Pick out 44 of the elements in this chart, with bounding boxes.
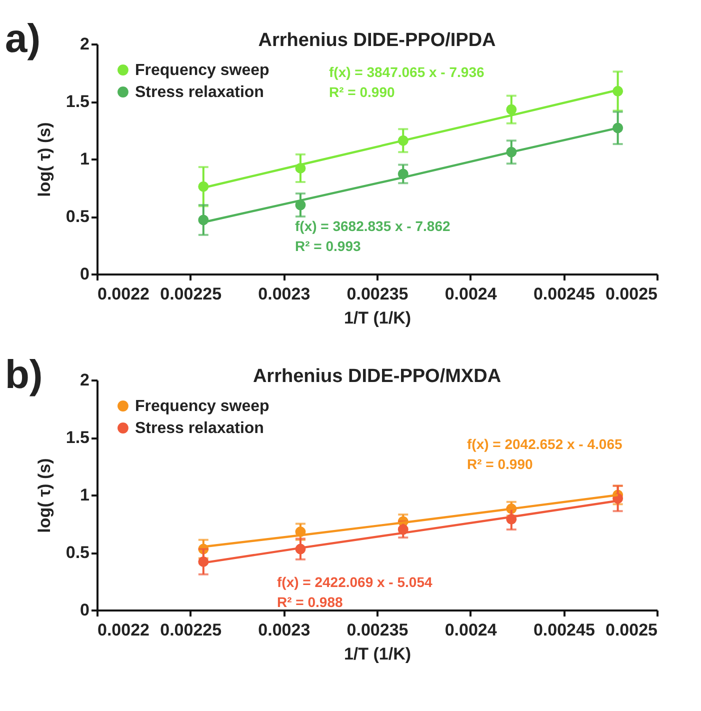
x-tick-label: 0.0024 [444, 620, 498, 640]
annotation: R² = 0.990 [329, 84, 395, 100]
x-tick-label: 0.0025 [606, 284, 658, 304]
annotation: R² = 0.988 [277, 594, 343, 610]
x-tick-label: 0.0023 [258, 620, 310, 640]
text: b) [5, 353, 43, 397]
y-tick-label: 0 [80, 264, 90, 284]
annotation: f(x) = 3682.835 x - 7.862 [295, 218, 450, 234]
annotation: R² = 0.993 [295, 238, 361, 254]
x-tick-label: 0.00225 [160, 620, 222, 640]
y-axis-title: log( τ) (s) [34, 122, 54, 197]
x-tick-label: 0.00235 [346, 284, 408, 304]
y-tick-label: 0 [80, 600, 90, 620]
legend-label: Frequency sweep [135, 62, 270, 79]
y-tick-label: 2 [80, 34, 90, 54]
y-tick-label: 2 [80, 370, 90, 390]
y-tick-label: 1.5 [66, 428, 90, 447]
x-tick-label: 0.00235 [346, 620, 408, 640]
x-tick-label: 0.0024 [444, 284, 498, 304]
x-tick-label: 0.0022 [98, 284, 150, 304]
x-tick-label: 0.0022 [98, 620, 150, 640]
chart-title: Arrhenius DIDE-PPO/MXDA [252, 366, 502, 387]
annotation: f(x) = 2422.069 x - 5.054 [277, 574, 432, 590]
text: a) [5, 17, 41, 61]
y-tick-label: 1.5 [66, 92, 90, 111]
annotation: f(x) = 3847.065 x - 7.936 [329, 64, 484, 80]
x-axis-title: 1/T (1/K) [344, 644, 412, 664]
y-axis-title: log( τ) (s) [34, 458, 54, 533]
x-tick-label: 0.0023 [258, 284, 310, 304]
chart-title: Arrhenius DIDE-PPO/IPDA [258, 30, 496, 51]
x-tick-label: 0.00245 [533, 620, 595, 640]
x-axis-title: 1/T (1/K) [344, 308, 412, 328]
legend-label: Frequency sweep [135, 398, 270, 415]
y-tick-label: 1 [80, 150, 90, 168]
legend-label: Stress relaxation [135, 84, 264, 101]
annotation: R² = 0.990 [467, 456, 533, 472]
x-tick-label: 0.00245 [533, 284, 595, 304]
y-tick-label: 1 [80, 486, 90, 504]
x-tick-label: 0.0025 [606, 620, 658, 640]
legend-label: Stress relaxation [135, 420, 264, 437]
y-tick-label: 0.5 [66, 207, 90, 226]
annotation: f(x) = 2042.652 x - 4.065 [467, 436, 622, 452]
x-tick-label: 0.00225 [160, 284, 222, 304]
y-tick-label: 0.5 [66, 543, 90, 562]
